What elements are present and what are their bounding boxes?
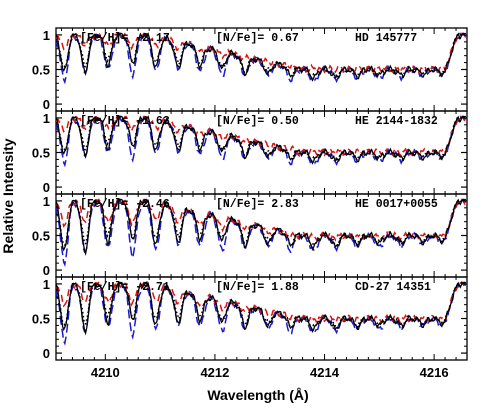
- panel-star-label: CD-27 14351: [355, 281, 431, 294]
- spectrum-model-red-line: [56, 32, 467, 75]
- y-axis-label: Relative Intensity: [0, 138, 16, 253]
- panel-feh-label: [Fe/H]= -2.17: [80, 32, 170, 45]
- panel-p1: 0 0.5 1 [Fe/H]= -2.17 [N/Fe]= 0.67 HD 145777: [32, 27, 468, 112]
- y-tick-label: 0.5: [32, 146, 50, 161]
- y-tick-label: 1: [43, 277, 50, 292]
- panel-nfe-label: [N/Fe]= 0.67: [216, 32, 299, 45]
- spectrum-observed-line: [56, 281, 466, 336]
- y-tick-label: 0.5: [32, 229, 50, 244]
- panel-p3: 0 0.5 1 [Fe/H]= -2.46 [N/Fe]= 2.83 HE 0017+00…: [32, 193, 468, 278]
- spectrum-model-blue-line: [56, 32, 466, 85]
- x-tick-label: 4214: [310, 365, 340, 380]
- y-tick-label: 0: [43, 180, 50, 195]
- spectrum-observed-line: [56, 115, 466, 165]
- panel-nfe-label: [N/Fe]= 2.83: [216, 198, 299, 211]
- panel-p4: 0 0.5 1 [Fe/H]= -2.71 [N/Fe]= 1.88 CD-27 1435…: [32, 276, 468, 361]
- spectrum-model-red-line: [56, 198, 467, 242]
- y-tick-label: 0: [43, 263, 50, 278]
- x-axis: 4210 4212 4214 4216: [91, 365, 449, 380]
- panel-feh-label: [Fe/H]= -2.71: [80, 281, 170, 294]
- y-tick-label: 1: [43, 111, 50, 126]
- spectrum-model-blue-line: [56, 115, 466, 168]
- panel-feh-label: [Fe/H]= -1.63: [80, 115, 170, 128]
- spectrum-observed-line: [56, 32, 466, 82]
- y-tick-label: 0.5: [32, 312, 50, 327]
- y-tick-label: 1: [43, 28, 50, 43]
- y-tick-label: 0.5: [32, 63, 50, 78]
- x-tick-label: 4216: [420, 365, 449, 380]
- spectrum-model-red-line: [56, 115, 467, 158]
- panel-nfe-label: [N/Fe]= 0.50: [216, 115, 299, 128]
- y-tick-label: 0: [43, 97, 50, 112]
- spectrum-observed-line: [56, 198, 466, 256]
- panel-star-label: HE 0017+0055: [355, 198, 438, 211]
- x-axis-label: Wavelength (Å): [207, 387, 308, 403]
- panels-group: 00.51 [Fe/H]= -2.17 [N/Fe]= 0.67 HD 1457770…: [32, 27, 468, 361]
- y-tick-label: 1: [43, 194, 50, 209]
- spectrum-model-blue-line: [56, 198, 466, 267]
- x-tick-label: 4212: [200, 365, 229, 380]
- x-tick-label: 4210: [91, 365, 120, 380]
- panel-star-label: HE 2144-1832: [355, 115, 438, 128]
- panel-p2: 0 0.5 1 [Fe/H]= -1.63 [N/Fe]= 0.50 HE 2144-18…: [32, 110, 468, 195]
- panel-nfe-label: [N/Fe]= 1.88: [216, 281, 299, 294]
- panel-feh-label: [Fe/H]= -2.46: [80, 198, 170, 211]
- panel-star-label: HD 145777: [355, 32, 417, 45]
- y-tick-label: 0: [43, 346, 50, 361]
- spectrum-model-blue-line: [56, 281, 466, 346]
- spectrum-model-red-line: [56, 281, 467, 325]
